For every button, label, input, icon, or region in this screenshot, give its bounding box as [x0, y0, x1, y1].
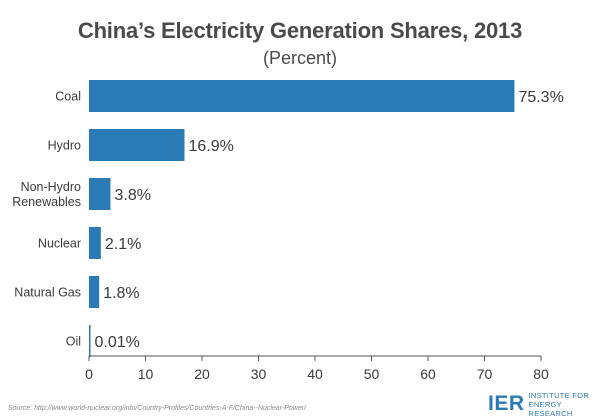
x-tick-label-7: 70 — [477, 366, 493, 382]
category-label-0: Coal — [55, 90, 81, 104]
x-tick-label-0: 0 — [85, 366, 93, 382]
x-tick-label-8: 80 — [533, 366, 549, 382]
bar-0 — [89, 80, 515, 112]
x-tick-label-1: 10 — [138, 366, 154, 382]
x-tick-label-2: 20 — [194, 366, 210, 382]
ier-logo: IER INSTITUTE FOR ENERGY RESEARCH — [488, 391, 600, 418]
bar-5 — [89, 325, 91, 357]
bar-2 — [89, 178, 111, 210]
x-tick-label-3: 30 — [251, 366, 267, 382]
category-label-5: Oil — [66, 335, 81, 349]
logo-line-2: ENERGY RESEARCH — [528, 399, 573, 418]
logo-line-1: INSTITUTE FOR — [528, 390, 590, 400]
chart-subtitle: (Percent) — [262, 48, 338, 68]
logo-mark: IER — [488, 392, 525, 415]
bar-3 — [89, 227, 101, 259]
value-label-1: 16.9% — [188, 138, 233, 155]
category-label-4: Natural Gas — [14, 286, 81, 300]
x-tick-label-6: 60 — [420, 366, 436, 382]
category-label-1: Hydro — [48, 139, 81, 153]
x-tick-label-4: 40 — [307, 366, 323, 382]
value-label-2: 3.8% — [114, 187, 150, 204]
category-label-3: Nuclear — [38, 237, 81, 251]
value-label-4: 1.8% — [103, 285, 139, 302]
logo-text: INSTITUTE FOR ENERGY RESEARCH — [529, 391, 600, 418]
value-label-5: 0.01% — [95, 334, 140, 351]
x-tick-label-5: 50 — [364, 366, 380, 382]
bar-1 — [89, 129, 185, 161]
chart-title: China’s Electricity Generation Shares, 2… — [77, 18, 523, 43]
value-label-3: 2.1% — [105, 236, 141, 253]
category-label-2: Non-Hydro Renewables — [12, 180, 81, 209]
bar-4 — [89, 276, 100, 308]
source-note: Source: http://www.world-nuclear.org/inf… — [8, 405, 306, 412]
value-label-0: 75.3% — [518, 89, 563, 106]
